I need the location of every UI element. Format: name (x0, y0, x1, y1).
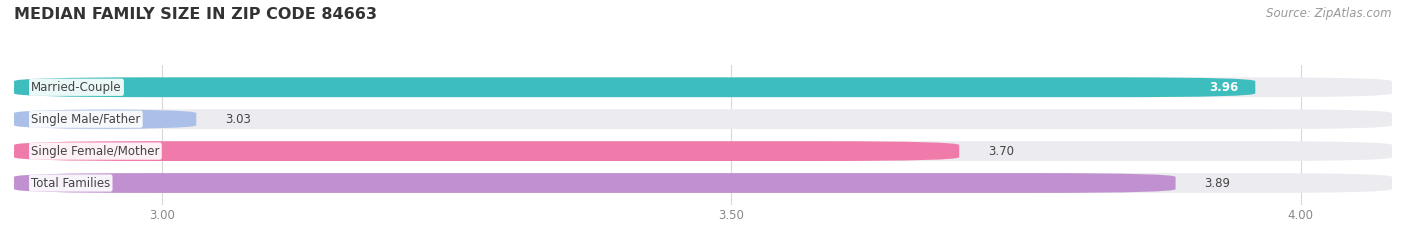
Text: Single Female/Mother: Single Female/Mother (31, 145, 160, 158)
FancyBboxPatch shape (14, 173, 1175, 193)
Text: MEDIAN FAMILY SIZE IN ZIP CODE 84663: MEDIAN FAMILY SIZE IN ZIP CODE 84663 (14, 7, 377, 22)
FancyBboxPatch shape (14, 109, 1392, 129)
Text: 3.70: 3.70 (987, 145, 1014, 158)
Text: Total Families: Total Families (31, 177, 111, 189)
Text: Single Male/Father: Single Male/Father (31, 113, 141, 126)
Text: 3.03: 3.03 (225, 113, 250, 126)
FancyBboxPatch shape (14, 141, 959, 161)
Text: 3.89: 3.89 (1204, 177, 1230, 189)
FancyBboxPatch shape (14, 173, 1392, 193)
Text: Source: ZipAtlas.com: Source: ZipAtlas.com (1267, 7, 1392, 20)
FancyBboxPatch shape (14, 77, 1256, 97)
FancyBboxPatch shape (14, 77, 1392, 97)
FancyBboxPatch shape (14, 109, 197, 129)
Text: 3.96: 3.96 (1209, 81, 1239, 94)
FancyBboxPatch shape (14, 141, 1392, 161)
Text: Married-Couple: Married-Couple (31, 81, 122, 94)
